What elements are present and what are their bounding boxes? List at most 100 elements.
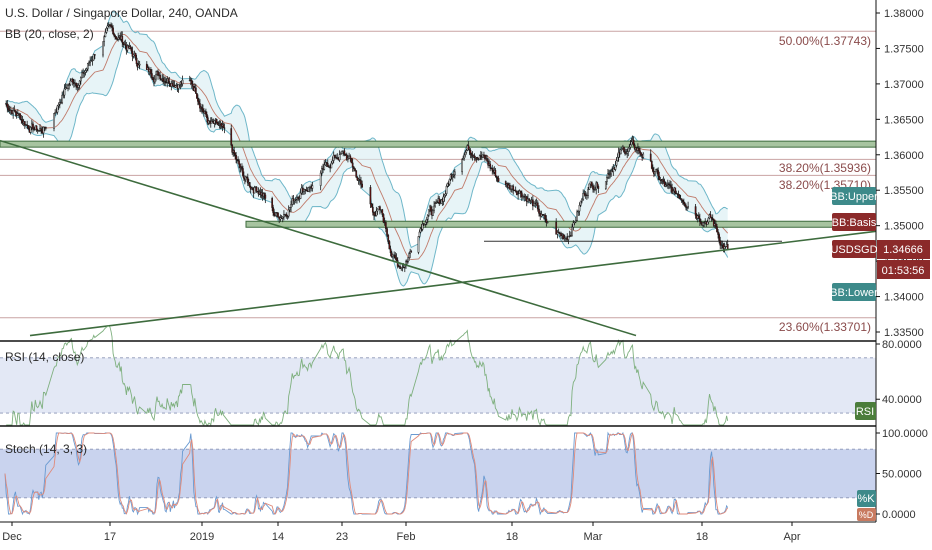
candle-body [311, 185, 314, 189]
candle-body [37, 129, 40, 132]
candle-body [289, 207, 291, 211]
candle-body [121, 35, 124, 43]
candle-body [674, 187, 677, 194]
stochastic-indicator [0, 431, 876, 516]
candle-body [621, 148, 623, 151]
candle-body [496, 176, 499, 179]
candle-body [680, 198, 683, 201]
candle-body [162, 78, 165, 82]
candle-body [334, 155, 336, 158]
candle-body [709, 214, 712, 218]
bb-lower-tag: BB:Lower [830, 283, 878, 301]
candle-body [453, 171, 456, 175]
candle-body [424, 221, 427, 225]
stoch-axis[interactable]: 100.0000 50.0000 0.0000 [876, 428, 928, 521]
candle-body [164, 80, 167, 83]
candle-body [615, 160, 618, 166]
candle-body [110, 24, 112, 27]
candle-body [712, 219, 715, 226]
candle-body [514, 189, 517, 192]
candle-body [6, 103, 9, 109]
candle-body [231, 144, 234, 153]
countdown-tag: 01:53:56 [877, 260, 930, 279]
candle-body [528, 198, 531, 201]
candle-body [479, 155, 482, 157]
candle-body [516, 191, 518, 196]
trend-lines[interactable] [0, 139, 877, 337]
rsi-axis[interactable]: 80.0000 40.0000 [876, 339, 922, 406]
candle-body [171, 83, 174, 87]
candle-body [131, 50, 134, 57]
candle-body [272, 207, 274, 213]
candle-body [402, 266, 405, 269]
candle-body [408, 253, 410, 258]
stoch-title: Stoch (14, 3, 3) [5, 442, 87, 456]
candle-body [495, 175, 498, 177]
candle-body [710, 217, 713, 220]
candle-body [190, 79, 193, 85]
candle-body [243, 175, 245, 179]
candle-body [573, 221, 576, 224]
time-axis[interactable]: Dec 17 2019 14 23 Feb 18 Mar 18 Apr [2, 522, 801, 543]
candle-body [517, 193, 519, 196]
candle-body [418, 231, 421, 237]
candle-body [724, 245, 727, 248]
candle-body [587, 189, 589, 196]
support-zone[interactable] [245, 220, 877, 228]
rsi-tag: RSI [855, 402, 876, 420]
candle-body [436, 201, 439, 204]
candle-body [168, 81, 171, 84]
candle-body [609, 173, 611, 176]
candle-body [433, 205, 435, 212]
candle-body [341, 151, 343, 154]
time-tick-label: Dec [2, 531, 22, 543]
candle-body [294, 198, 297, 201]
candle-body [290, 204, 292, 208]
candle-body [198, 101, 200, 104]
candle-body [617, 151, 620, 158]
candle-body [155, 74, 157, 80]
svg-text:BB:Upper: BB:Upper [830, 191, 878, 203]
price-tick-label: 1.33500 [884, 327, 924, 339]
candle-body [520, 192, 523, 198]
candle-body [77, 85, 80, 88]
price-axis[interactable]: 1.38000 1.37500 1.37000 1.36500 1.36000 1.355… [876, 8, 924, 339]
candle-body [354, 168, 356, 172]
candle-body [88, 62, 90, 64]
candle-body [29, 127, 32, 133]
candle-body [510, 188, 512, 190]
candle-body [464, 151, 467, 156]
fibonacci-levels[interactable] [0, 30, 876, 319]
candle-body [255, 186, 258, 192]
price-tick-label: 1.38000 [884, 8, 924, 20]
candle-body [389, 248, 392, 254]
time-tick-label: 18 [506, 531, 518, 543]
candle-body [253, 186, 256, 194]
candle-body [489, 163, 492, 169]
candle-body [491, 168, 494, 171]
candlesticks [5, 22, 729, 273]
svg-text:RSI: RSI [856, 406, 874, 418]
candle-body [103, 36, 106, 42]
candle-body [106, 25, 109, 29]
ascending-trendline[interactable] [29, 230, 877, 337]
svg-text:USDSGD: USDSGD [830, 244, 877, 256]
candle-body [604, 181, 607, 189]
stoch-d-tag: %D [857, 508, 876, 521]
candle-body [482, 154, 484, 158]
candle-body [590, 181, 593, 187]
candle-body [625, 153, 627, 155]
descending-trendline[interactable] [0, 139, 637, 337]
candle-body [71, 78, 74, 83]
candle-body [386, 228, 388, 236]
candle-body [68, 84, 71, 86]
candle-body [663, 181, 666, 187]
candle-body [463, 154, 466, 159]
svg-text:%D: %D [859, 510, 874, 520]
candle-body [681, 200, 684, 202]
candle-body [682, 201, 685, 204]
candle-body [361, 183, 363, 188]
resistance-zone[interactable] [0, 140, 877, 148]
candle-body [579, 200, 582, 206]
candle-body [726, 244, 729, 250]
